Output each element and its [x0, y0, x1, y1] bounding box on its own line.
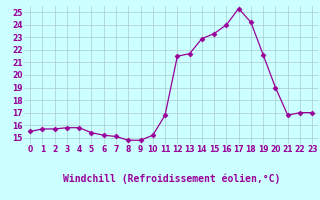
Text: Windchill (Refroidissement éolien,°C): Windchill (Refroidissement éolien,°C): [62, 174, 280, 184]
